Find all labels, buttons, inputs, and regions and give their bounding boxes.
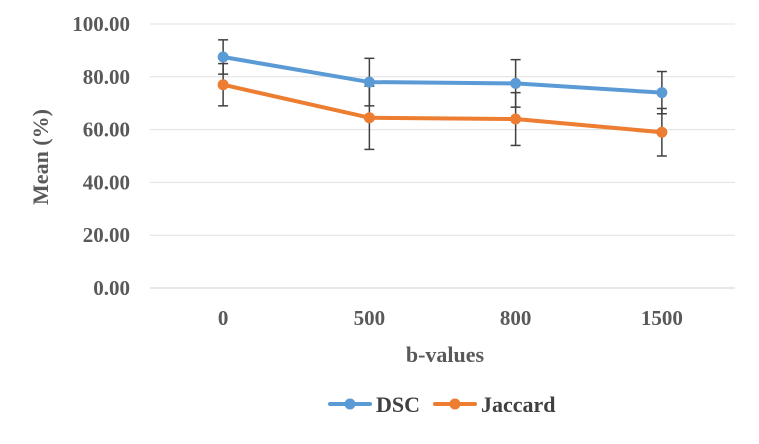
gridlines (150, 23, 735, 289)
legend-marker-jaccard (449, 398, 461, 410)
legend-marker-dsc (344, 398, 356, 410)
x-axis-title: b-values (406, 342, 485, 367)
x-tick-label: 500 (354, 306, 386, 330)
y-tick-label: 0.00 (93, 276, 130, 300)
y-axis-title: Mean (%) (28, 109, 53, 205)
legend-item-jaccard: Jaccard (433, 392, 556, 417)
data-point-jaccard (363, 112, 375, 124)
data-point-dsc (656, 87, 668, 99)
x-tick-label: 800 (500, 306, 532, 330)
y-tick-label: 60.00 (83, 118, 130, 142)
y-axis-tick-labels: 0.00 20.00 40.00 60.00 80.00 100.00 (72, 12, 130, 300)
series-layer (217, 39, 668, 157)
legend: DSC Jaccard (328, 392, 556, 417)
legend-item-dsc: DSC (328, 392, 420, 417)
data-point-dsc (217, 51, 229, 63)
x-axis-tick-labels: 0 500 800 1500 (218, 306, 683, 330)
y-tick-label: 80.00 (83, 65, 130, 89)
legend-label-jaccard: Jaccard (481, 392, 556, 417)
series-line-dsc (221, 55, 664, 95)
data-point-jaccard (217, 79, 229, 91)
series-line-jaccard (221, 82, 664, 135)
data-point-jaccard (656, 126, 668, 138)
y-tick-label: 100.00 (72, 12, 130, 36)
data-point-dsc (510, 77, 522, 89)
data-point-jaccard (510, 113, 522, 125)
legend-label-dsc: DSC (376, 392, 420, 417)
x-tick-label: 1500 (641, 306, 683, 330)
x-tick-label: 0 (218, 306, 229, 330)
y-tick-label: 40.00 (83, 170, 130, 194)
y-tick-label: 20.00 (83, 223, 130, 247)
data-point-dsc (363, 76, 375, 88)
series-markers (217, 51, 668, 138)
series-lines (221, 55, 664, 135)
